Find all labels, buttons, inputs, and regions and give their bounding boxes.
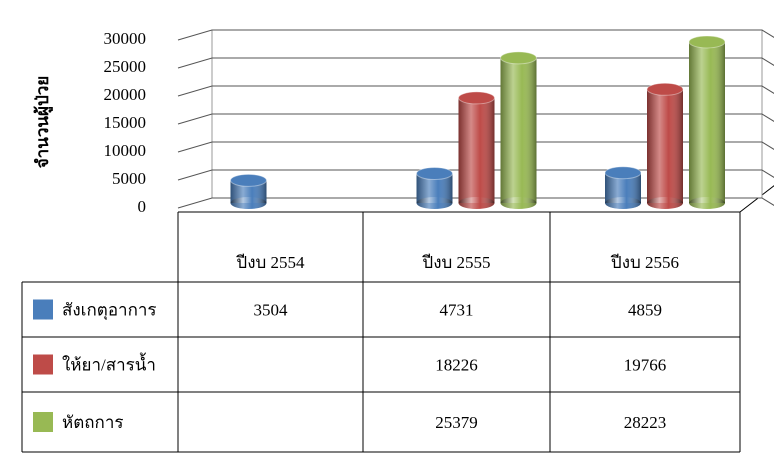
table-value: 25379 [435,413,478,432]
bar-base-shade [605,197,641,209]
legend-swatch [33,412,53,432]
legend-swatch [33,299,53,320]
y-tick-label: 25000 [104,57,147,76]
table-value: 19766 [624,356,667,375]
y-tick-label: 0 [138,197,147,216]
x-tick-label: ปีงบ 2555 [422,253,491,272]
data-table-grid [21,185,774,453]
bar-top [230,173,267,187]
bar-shade [458,97,495,203]
legend-label: ให้ยา/สารน้ำ [62,353,156,375]
y-tick-label: 5000 [112,169,146,188]
legend-swatch [33,354,53,375]
legend-label: หัตถการ [62,413,124,432]
table-value: 4731 [440,301,474,320]
bar-top [500,51,537,65]
y-tick-label: 10000 [104,141,147,160]
table-value: 3504 [254,301,289,320]
bar-base-shade [458,197,495,209]
bar-shade [689,41,725,203]
table-value: 4859 [628,301,662,320]
bar-shade [500,57,537,204]
grid-line [177,85,774,97]
x-tick-label: ปีงบ 2556 [610,253,679,272]
x-tick-label: ปีงบ 2554 [236,253,306,272]
grid-line [177,57,774,69]
bar-base-shade [689,197,725,209]
bar-shade [230,180,267,203]
legend-label: สังเกตุอาการ [62,301,157,321]
bar-base-shade [500,197,537,209]
table-value: 18226 [435,356,478,375]
y-tick-label: 30000 [104,29,147,48]
bar-top [646,82,684,96]
y-tick-label: 20000 [104,85,147,104]
bar-base-shade [647,197,683,209]
bar-top [688,35,726,49]
grid-line [177,29,774,41]
bar-top [604,166,642,180]
bar-top [458,91,495,105]
y-axis-title: จำนวนผู้ป่วย [33,76,54,169]
bar-top [416,167,453,181]
bar-shade [647,89,683,203]
bar-base-shade [230,197,267,209]
bar-base-shade [416,197,453,209]
y-tick-label: 15000 [104,113,147,132]
table-value: 28223 [624,413,667,432]
